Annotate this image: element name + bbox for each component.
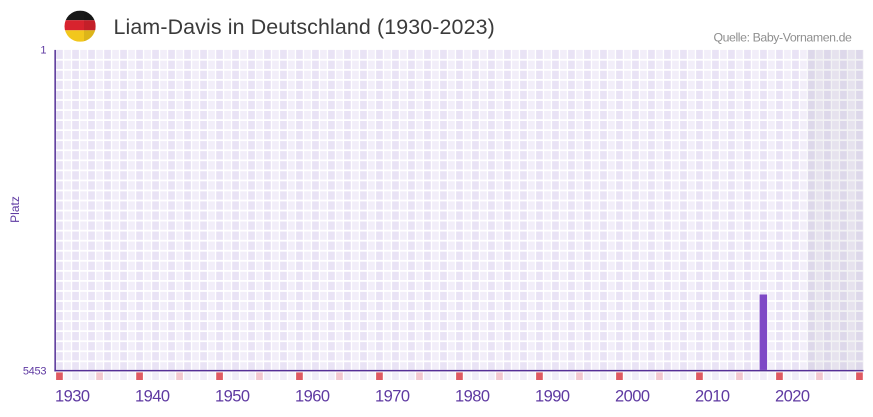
svg-text:1990: 1990 [535, 388, 570, 406]
svg-text:1950: 1950 [215, 388, 250, 406]
svg-text:1930: 1930 [55, 388, 90, 406]
svg-text:1: 1 [40, 45, 46, 57]
svg-text:Quelle: Baby-Vornamen.de: Quelle: Baby-Vornamen.de [713, 30, 852, 44]
svg-text:2020: 2020 [775, 388, 810, 406]
svg-text:1970: 1970 [375, 388, 410, 406]
svg-text:2000: 2000 [615, 388, 650, 406]
svg-text:1960: 1960 [295, 388, 330, 406]
svg-text:1980: 1980 [455, 388, 490, 406]
svg-text:Platz: Platz [8, 196, 22, 223]
svg-text:2010: 2010 [695, 388, 730, 406]
svg-text:5453: 5453 [23, 365, 47, 377]
svg-text:1940: 1940 [135, 388, 170, 406]
svg-text:Liam-Davis in Deutschland (193: Liam-Davis in Deutschland (1930-2023) [114, 15, 495, 39]
